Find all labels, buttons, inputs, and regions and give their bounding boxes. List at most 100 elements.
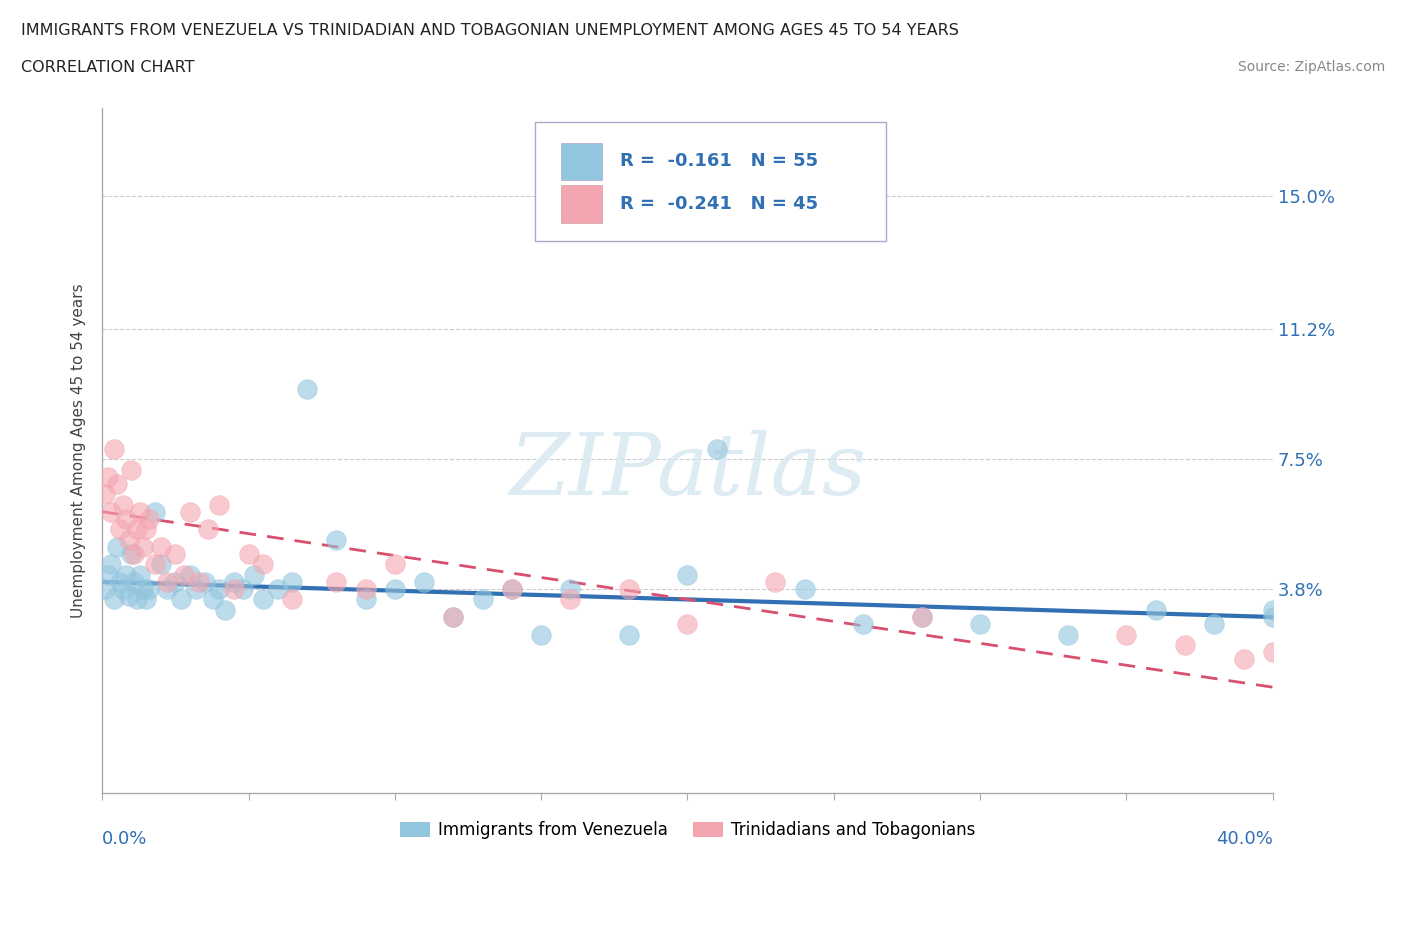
Point [149,539,172,554]
Point [124,575,146,590]
Point [165,575,187,590]
Point [354,592,377,607]
Point [676,617,699,631]
Point [143,504,166,519]
Point [281,592,304,607]
Point [243,567,266,582]
Point [676,567,699,582]
Point [111,498,134,512]
Point [1115,627,1137,642]
Point [910,609,932,624]
Point [97,567,120,582]
Point [1232,652,1254,667]
Point [471,592,494,607]
Point [127,522,149,537]
Text: 0.0%: 0.0% [103,830,148,848]
Point [179,504,201,519]
Point [135,522,157,537]
Point [1291,686,1313,701]
Point [208,581,231,596]
Point [222,575,245,590]
Point [149,557,172,572]
Point [1057,627,1080,642]
Text: IMMIGRANTS FROM VENEZUELA VS TRINIDADIAN AND TOBAGONIAN UNEMPLOYMENT AMONG AGES : IMMIGRANTS FROM VENEZUELA VS TRINIDADIAN… [21,23,959,38]
Point [179,567,201,582]
Point [354,581,377,596]
FancyBboxPatch shape [536,122,887,242]
Point [105,539,128,554]
Point [100,504,122,519]
Point [132,581,155,596]
Point [325,575,347,590]
Text: ZIPatlas: ZIPatlas [509,430,866,512]
Point [252,592,274,607]
Point [117,532,139,547]
Point [441,609,464,624]
Point [103,592,125,607]
Point [1261,609,1284,624]
Point [910,609,932,624]
Point [202,592,225,607]
Point [1144,603,1167,618]
Point [132,539,155,554]
Point [114,512,136,526]
Point [94,581,117,596]
Point [105,476,128,491]
Point [617,627,640,642]
Point [793,581,815,596]
Point [384,557,406,572]
Point [187,575,209,590]
Point [197,522,219,537]
Point [129,504,152,519]
Text: R =  -0.241   N = 45: R = -0.241 N = 45 [620,194,818,213]
Point [127,592,149,607]
Point [384,581,406,596]
Bar [561,185,602,222]
Point [173,567,195,582]
Text: R =  -0.161   N = 55: R = -0.161 N = 55 [620,153,818,170]
Point [238,546,260,561]
Point [121,462,143,477]
Point [155,575,177,590]
Point [501,581,523,596]
Point [325,532,347,547]
Point [281,575,304,590]
Point [214,603,236,618]
Point [100,557,122,572]
Point [129,567,152,582]
Point [267,581,290,596]
Point [108,522,131,537]
Text: CORRELATION CHART: CORRELATION CHART [21,60,194,75]
Point [135,592,157,607]
Point [194,575,217,590]
Point [138,512,160,526]
Point [1204,617,1226,631]
Point [208,498,231,512]
Point [413,575,436,590]
Point [138,581,160,596]
Point [1174,638,1197,653]
Point [501,581,523,596]
Point [530,627,553,642]
Point [617,581,640,596]
Point [232,581,254,596]
Point [111,581,134,596]
Point [124,546,146,561]
Point [852,617,875,631]
Legend: Immigrants from Venezuela, Trinidadians and Tobagonians: Immigrants from Venezuela, Trinidadians … [392,815,983,845]
Point [97,469,120,484]
Point [103,441,125,456]
Point [94,486,117,501]
Point [1277,662,1299,677]
Point [155,581,177,596]
Point [222,581,245,596]
Point [184,581,207,596]
Point [108,575,131,590]
Point [170,592,193,607]
Bar [561,142,602,180]
Point [763,575,786,590]
Point [143,557,166,572]
Point [121,546,143,561]
Point [706,441,728,456]
Point [117,589,139,604]
